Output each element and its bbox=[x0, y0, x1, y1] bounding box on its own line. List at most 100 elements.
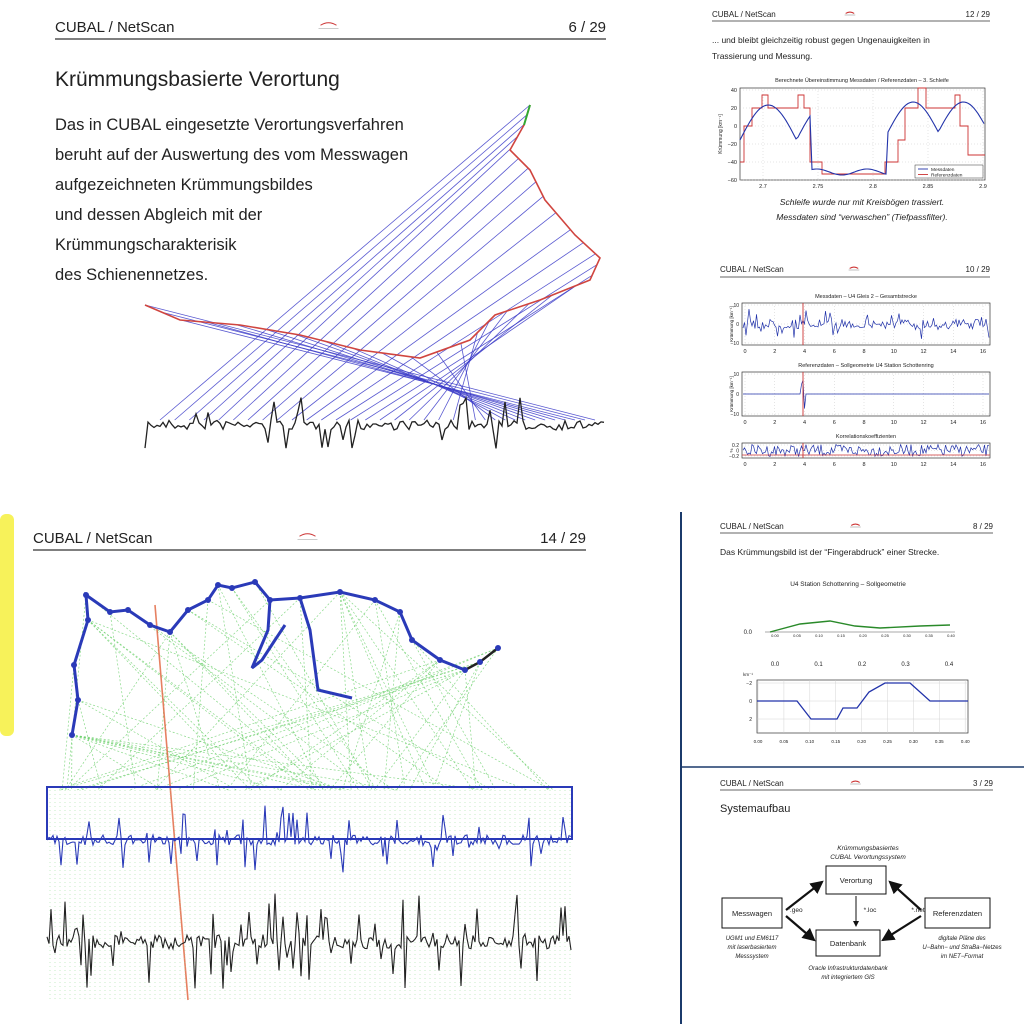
axis-label: 0.0 bbox=[744, 630, 753, 636]
connector bbox=[374, 599, 483, 791]
y-tick-label: 0.2 bbox=[732, 443, 739, 449]
body-line: des Schienennetzes. bbox=[55, 266, 208, 284]
x-tick-label: 0.05 bbox=[780, 739, 789, 744]
connector bbox=[231, 587, 378, 791]
arrow bbox=[785, 915, 816, 942]
connector bbox=[299, 597, 313, 791]
y-tick-label: 10 bbox=[733, 303, 739, 309]
slide-header: CUBAL / NetScan bbox=[720, 522, 784, 531]
curve-match bbox=[523, 104, 531, 126]
curve bbox=[757, 682, 968, 720]
connector bbox=[129, 647, 499, 791]
y-tick-label: −60 bbox=[728, 178, 737, 184]
x-tick-label: 12 bbox=[920, 462, 926, 468]
connector bbox=[236, 324, 556, 421]
x-tick-label: 0.4 bbox=[945, 662, 954, 668]
tick-label: 0.35 bbox=[925, 633, 934, 638]
connector bbox=[71, 734, 485, 791]
connector bbox=[65, 631, 171, 791]
node-box bbox=[825, 865, 887, 895]
network bbox=[70, 580, 466, 736]
x-tick-label: 2 bbox=[773, 462, 776, 468]
x-tick-label: 4 bbox=[803, 420, 806, 426]
chart-title: Messdaten – U4 Gleis 2 – Gesamtstrecke bbox=[815, 294, 917, 300]
chart-title: Referenzdaten – Sollgeometrie U4 Station… bbox=[798, 363, 933, 369]
arrow bbox=[888, 880, 922, 911]
connector bbox=[217, 584, 252, 791]
x-tick-label: 0.10 bbox=[805, 739, 814, 744]
y-tick-label: −10 bbox=[731, 412, 740, 418]
connector bbox=[169, 631, 320, 791]
page-number: 3 / 29 bbox=[973, 779, 994, 788]
connector bbox=[277, 196, 544, 421]
x-tick-label: 0 bbox=[743, 420, 746, 426]
x-tick-label: 10 bbox=[891, 349, 897, 355]
x-tick-label: 2 bbox=[773, 420, 776, 426]
curve bbox=[742, 443, 990, 458]
x-tick-label: 0 bbox=[743, 462, 746, 468]
chart-title: Korrelationskoeffizienten bbox=[836, 434, 896, 440]
y-tick-label: 2 bbox=[749, 717, 752, 723]
connector bbox=[97, 597, 301, 791]
connector bbox=[339, 591, 352, 791]
note: Messsystem bbox=[735, 954, 768, 960]
legend bbox=[914, 164, 984, 179]
arrow bbox=[881, 915, 922, 942]
connector bbox=[189, 124, 525, 421]
network bbox=[250, 599, 287, 670]
network-node bbox=[185, 607, 191, 613]
x-tick-label: 16 bbox=[980, 420, 986, 426]
connector bbox=[339, 591, 554, 791]
network-node bbox=[409, 637, 415, 643]
match-line bbox=[154, 604, 189, 1001]
y-axis-label: Krümmung [km⁻¹] bbox=[729, 376, 734, 412]
x-tick-label: 0.0 bbox=[771, 662, 780, 668]
x-tick-label: 14 bbox=[950, 349, 956, 355]
highlight bbox=[0, 514, 14, 736]
legend-label: Referenzdaten bbox=[931, 173, 963, 179]
network-node bbox=[147, 622, 153, 628]
note: digitale Pläne des bbox=[938, 936, 985, 942]
note: UGM1 und EM6117 bbox=[726, 936, 779, 942]
connector bbox=[460, 343, 476, 421]
x-tick-label: 8 bbox=[862, 349, 865, 355]
y-tick-label: 0 bbox=[734, 124, 737, 130]
x-tick-label: 4 bbox=[803, 349, 806, 355]
intro-line: Trassierung und Messung. bbox=[712, 51, 812, 61]
connector bbox=[335, 253, 596, 421]
connector bbox=[244, 669, 466, 791]
y-axis-label: % bbox=[729, 448, 734, 452]
intro-line: ... und bleibt gleichzeitig robust gegen… bbox=[712, 35, 930, 45]
connector bbox=[411, 639, 549, 791]
network-node bbox=[477, 659, 483, 665]
y-tick-label: −20 bbox=[728, 142, 737, 148]
plot-area bbox=[739, 87, 986, 181]
curve bbox=[769, 620, 951, 633]
connector bbox=[174, 114, 528, 421]
edge-label: *.loc bbox=[864, 907, 877, 914]
curve-reference bbox=[740, 87, 985, 175]
logo bbox=[320, 22, 337, 26]
x-tick-label: 12 bbox=[920, 349, 926, 355]
x-tick-label: 8 bbox=[862, 462, 865, 468]
y-axis-label: Krümmung [km⁻¹] bbox=[718, 114, 724, 154]
logo bbox=[849, 266, 859, 269]
connector bbox=[452, 332, 478, 421]
slide-header: CUBAL / NetScan bbox=[55, 19, 175, 36]
network-node bbox=[167, 629, 173, 635]
slide-title: Systemaufbau bbox=[720, 803, 790, 815]
connector bbox=[155, 647, 499, 791]
x-tick-label: 0.40 bbox=[961, 739, 970, 744]
x-tick-label: 0.25 bbox=[883, 739, 892, 744]
node-box bbox=[721, 897, 783, 929]
note: Oracle Infrastrukturdatenbank bbox=[808, 966, 888, 972]
connector bbox=[342, 611, 401, 791]
network-node bbox=[85, 617, 91, 623]
page-number: 6 / 29 bbox=[568, 19, 606, 36]
connector bbox=[203, 136, 518, 421]
body-line: und dessen Abgleich mit der bbox=[55, 206, 263, 224]
slide-header: CUBAL / NetScan bbox=[720, 265, 784, 274]
body-line: aufgezeichneten Krümmungsbildes bbox=[55, 176, 313, 194]
x-tick-label: 16 bbox=[980, 349, 986, 355]
